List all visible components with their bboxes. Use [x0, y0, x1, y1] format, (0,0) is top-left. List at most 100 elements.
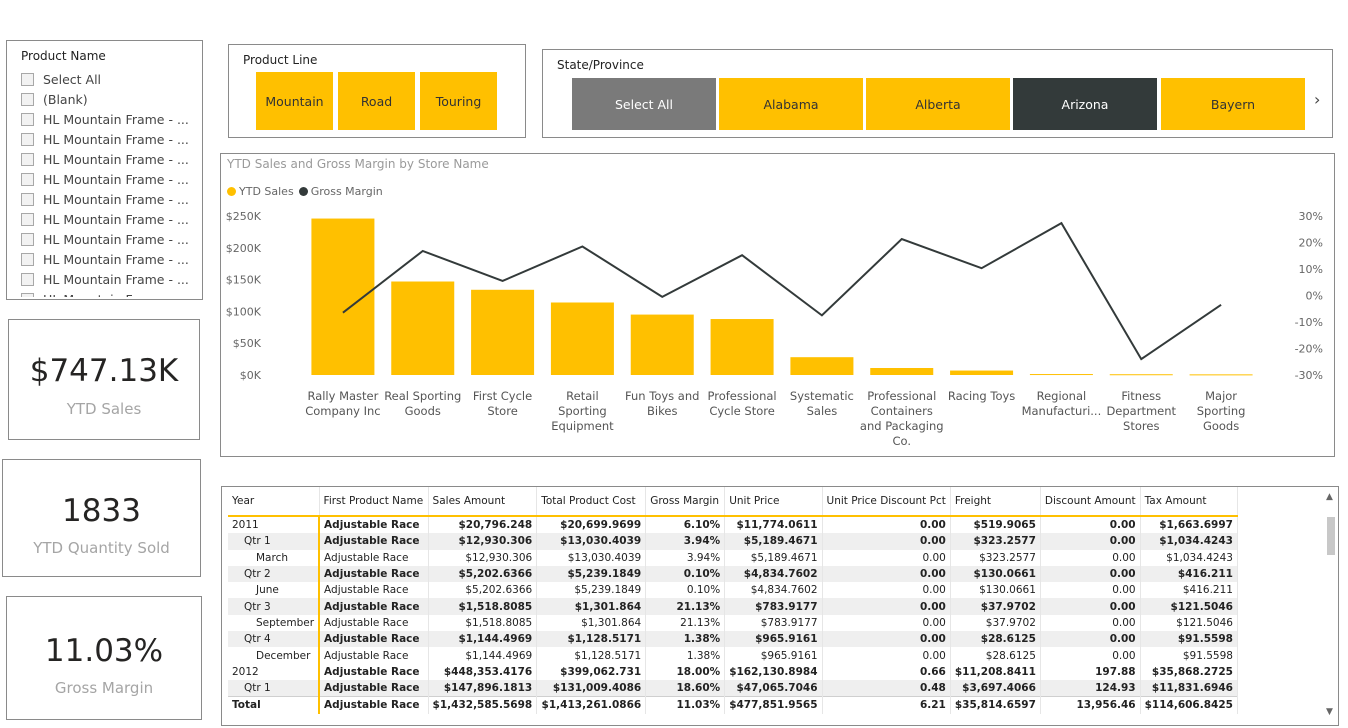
scroll-down-icon[interactable]: ▼	[1326, 707, 1333, 717]
checkbox-icon[interactable]	[21, 232, 34, 246]
table-cell: $114,606.8425	[1140, 696, 1238, 714]
column-header[interactable]: Discount Amount	[1040, 487, 1141, 517]
row-label[interactable]: Qtr 1	[228, 533, 320, 550]
row-label[interactable]: 2012	[228, 663, 320, 680]
scroll-up-icon[interactable]: ▲	[1326, 492, 1333, 502]
bar-ytd-sales[interactable]	[870, 368, 934, 375]
column-header[interactable]: Year	[228, 487, 320, 517]
row-label[interactable]: Qtr 3	[228, 598, 320, 615]
legend-ytd-sales[interactable]: YTD Sales	[239, 185, 294, 198]
table-scrollbar[interactable]: ▲ ▼	[1326, 492, 1336, 717]
checkbox-icon[interactable]	[21, 252, 34, 266]
x-category-label: Sporting	[558, 404, 607, 418]
table-cell: 0.00	[822, 647, 951, 664]
x-category-label: Store	[487, 404, 517, 418]
row-label[interactable]: Qtr 4	[228, 631, 320, 648]
product-line-road-button[interactable]: Road	[338, 72, 415, 130]
bar-ytd-sales[interactable]	[710, 319, 774, 375]
product-list-item-label: HL Mountain Frame - ...	[43, 191, 189, 207]
y-right-tick-label: 20%	[1299, 237, 1323, 250]
column-header[interactable]: Sales Amount	[428, 487, 538, 517]
bar-ytd-sales[interactable]	[950, 370, 1014, 375]
table-cell: 0.00	[1040, 549, 1141, 566]
kpi-label: Gross Margin	[54, 679, 154, 697]
legend-dot-ytd-sales	[227, 187, 236, 196]
table-cell: $20,699.9699	[536, 516, 647, 534]
checkbox-icon[interactable]	[21, 132, 34, 146]
row-label[interactable]: December	[228, 647, 320, 664]
row-label[interactable]: Total	[228, 696, 320, 714]
bar-ytd-sales[interactable]	[790, 357, 854, 375]
row-label[interactable]: Qtr 1	[228, 679, 320, 697]
scroll-thumb[interactable]	[1327, 517, 1335, 555]
table-cell: Adjustable Race	[318, 663, 429, 680]
state-alberta-button[interactable]: Alberta	[866, 78, 1010, 130]
bar-ytd-sales[interactable]	[630, 314, 694, 375]
checkbox-icon[interactable]	[21, 212, 34, 226]
table-cell: 1.38%	[645, 631, 726, 648]
row-label[interactable]: Qtr 2	[228, 565, 320, 583]
product-list-item[interactable]: HL Mountain Frame	[21, 289, 201, 297]
row-label[interactable]: June	[228, 582, 320, 599]
checkbox-icon[interactable]	[21, 112, 34, 126]
state-select-all-button[interactable]: Select All	[572, 78, 716, 130]
product-list-item[interactable]: Select All	[21, 69, 201, 89]
product-list-item-label: HL Mountain Frame - ...	[43, 271, 189, 287]
table-cell: $1,663.6997	[1140, 516, 1238, 534]
column-header[interactable]: Unit Price Discount Pct	[822, 487, 951, 517]
column-header[interactable]: Gross Margin	[645, 487, 726, 517]
state-bayern-button[interactable]: Bayern	[1161, 78, 1305, 130]
column-header[interactable]: Unit Price	[724, 487, 823, 517]
table-cell: $11,774.0611	[724, 516, 823, 534]
column-header[interactable]: First Product Name	[319, 487, 429, 517]
table-cell: 0.00	[822, 631, 951, 648]
checkbox-icon[interactable]	[21, 152, 34, 166]
checkbox-icon[interactable]	[21, 272, 34, 286]
bar-ytd-sales[interactable]	[471, 289, 535, 375]
product-line-touring-button[interactable]: Touring	[420, 72, 497, 130]
product-list-item[interactable]: HL Mountain Frame - ...	[21, 249, 201, 269]
checkbox-icon[interactable]	[21, 172, 34, 186]
checkbox-icon[interactable]	[21, 72, 34, 86]
product-line-mountain-button[interactable]: Mountain	[256, 72, 333, 130]
bar-ytd-sales[interactable]	[1109, 374, 1173, 376]
bar-ytd-sales[interactable]	[1189, 374, 1253, 376]
row-label[interactable]: March	[228, 549, 320, 566]
row-label[interactable]: 2011	[228, 516, 320, 534]
line-gross-margin[interactable]	[342, 221, 1222, 361]
table-row: September Adjustable Race $1,518.8085 $1,30…	[228, 614, 1238, 632]
table-cell: Adjustable Race	[318, 565, 429, 583]
chevron-right-icon[interactable]: ›	[1314, 90, 1321, 109]
product-list-item[interactable]: HL Mountain Frame - ...	[21, 189, 201, 209]
bar-ytd-sales[interactable]	[550, 302, 614, 375]
product-list-item[interactable]: HL Mountain Frame - ...	[21, 269, 201, 289]
checkbox-icon[interactable]	[21, 292, 34, 297]
product-list-item-label: HL Mountain Frame - ...	[43, 131, 189, 147]
table-cell: 0.00	[1040, 533, 1141, 550]
checkbox-icon[interactable]	[21, 92, 34, 106]
x-category-label: Rally Master	[307, 389, 378, 403]
product-list-item[interactable]: HL Mountain Frame - ...	[21, 209, 201, 229]
product-list-item[interactable]: HL Mountain Frame - ...	[21, 109, 201, 129]
legend-gross-margin[interactable]: Gross Margin	[310, 185, 383, 198]
product-list-item[interactable]: HL Mountain Frame - ...	[21, 169, 201, 189]
bar-ytd-sales[interactable]	[391, 281, 455, 375]
y-right-tick-label: -10%	[1295, 316, 1323, 329]
state-alabama-button[interactable]: Alabama	[719, 78, 863, 130]
table-cell: $13,030.4039	[536, 549, 647, 566]
kpi-value: 11.03%	[44, 633, 164, 669]
row-label[interactable]: September	[228, 614, 320, 632]
bar-ytd-sales[interactable]	[1029, 374, 1093, 376]
checkbox-icon[interactable]	[21, 192, 34, 206]
x-category-label: Retail	[566, 389, 599, 403]
product-list-item[interactable]: HL Mountain Frame - ...	[21, 229, 201, 249]
table-cell: Adjustable Race	[318, 533, 429, 550]
column-header[interactable]: Freight	[950, 487, 1041, 517]
state-arizona-button[interactable]: Arizona	[1013, 78, 1157, 130]
product-list-item[interactable]: HL Mountain Frame - ...	[21, 129, 201, 149]
product-list-item[interactable]: HL Mountain Frame - ...	[21, 149, 201, 169]
column-header[interactable]: Tax Amount	[1140, 487, 1238, 517]
product-list-item[interactable]: (Blank)	[21, 89, 201, 109]
product-name-list[interactable]: Select All (Blank) HL Mountain Frame - ...…	[21, 69, 201, 297]
column-header[interactable]: Total Product Cost	[536, 487, 647, 517]
